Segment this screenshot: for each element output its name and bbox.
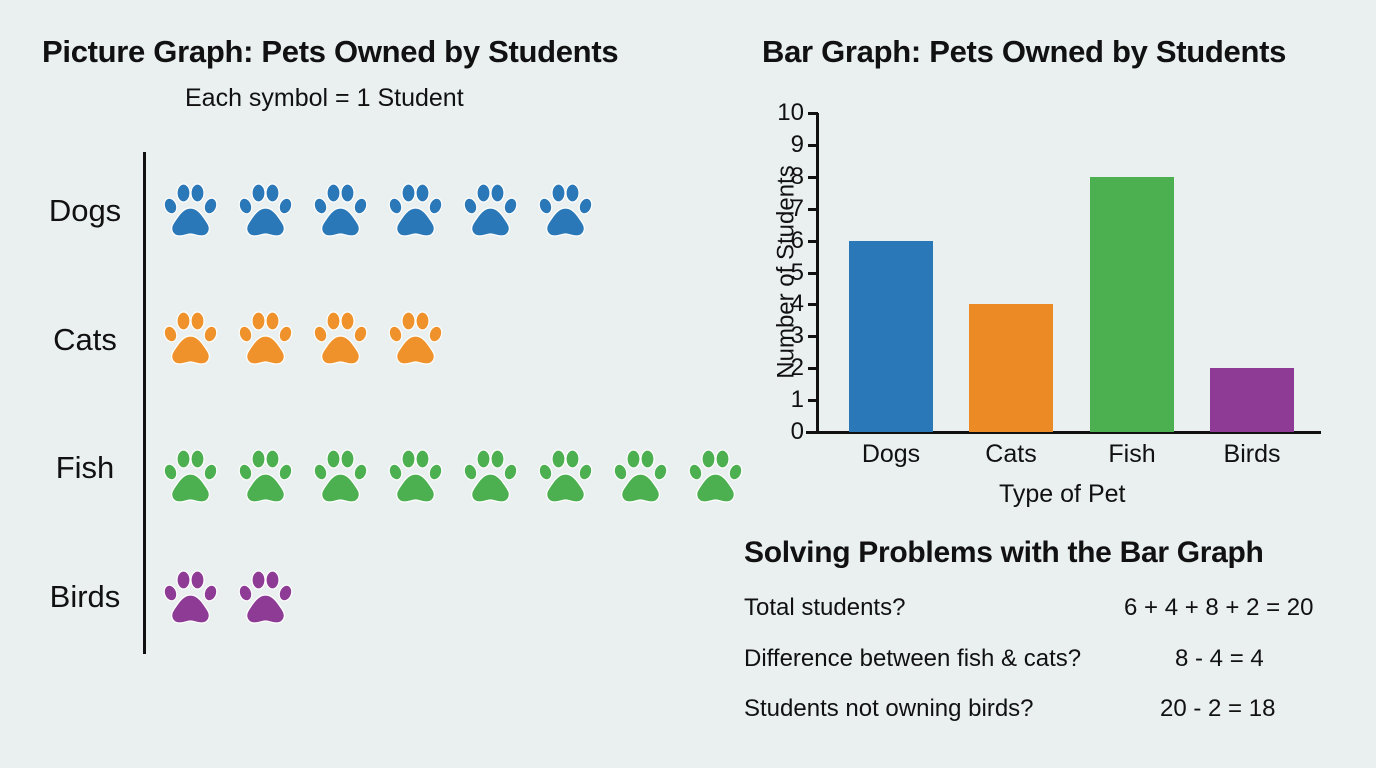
paw-print-icon [460, 447, 521, 505]
paw-print-icon [160, 447, 221, 505]
paw-print-icon [460, 181, 521, 239]
y-tick-mark [808, 143, 818, 147]
problems-title: Solving Problems with the Bar Graph [744, 536, 1264, 569]
bar-fish [1090, 176, 1174, 432]
paw-print-icon [235, 309, 296, 367]
x-axis-label: Type of Pet [999, 480, 1126, 508]
y-tick-label: 4 [790, 290, 804, 318]
problem-answer-2: 8 - 4 = 4 [1175, 645, 1264, 672]
paw-print-icon [160, 309, 221, 367]
paw-row-dogs [160, 181, 596, 239]
y-tick-mark [808, 207, 818, 211]
row-label-birds: Birds [49, 579, 121, 614]
paw-print-icon [610, 447, 671, 505]
row-label-fish: Fish [55, 450, 115, 485]
paw-row-fish [160, 447, 746, 505]
y-tick-label: 6 [790, 226, 804, 254]
y-tick-label: 5 [790, 258, 804, 286]
paw-print-icon [385, 181, 446, 239]
y-tick-label: 2 [790, 354, 804, 382]
y-tick-label: 7 [790, 194, 804, 222]
paw-print-icon [235, 181, 296, 239]
paw-print-icon [385, 447, 446, 505]
paw-print-icon [385, 309, 446, 367]
paw-row-cats [160, 309, 446, 367]
x-tick-label-dogs: Dogs [861, 440, 921, 468]
picture-graph-key: Each symbol = 1 Student [185, 84, 464, 112]
paw-row-birds [160, 568, 296, 626]
y-tick-mark [808, 303, 818, 307]
picture-graph-axis [143, 152, 146, 654]
problem-question-2: Difference between fish & cats? [744, 645, 1082, 672]
paw-print-icon [685, 447, 746, 505]
paw-print-icon [310, 447, 371, 505]
bar-birds [1210, 368, 1294, 432]
problem-answer-1: 6 + 4 + 8 + 2 = 20 [1124, 594, 1314, 621]
y-tick-mark [808, 112, 818, 115]
paw-print-icon [160, 568, 221, 626]
problem-question-1: Total students? [744, 594, 906, 621]
paw-print-icon [535, 447, 596, 505]
x-tick-label-birds: Birds [1223, 440, 1281, 468]
paw-print-icon [235, 447, 296, 505]
bar-dogs [849, 240, 933, 432]
y-tick-mark [808, 175, 818, 179]
problem-answer-3: 20 - 2 = 18 [1160, 695, 1276, 722]
bar-graph-title: Bar Graph: Pets Owned by Students [762, 34, 1287, 69]
paw-print-icon [535, 181, 596, 239]
paw-print-icon [310, 309, 371, 367]
y-tick-label: 0 [790, 418, 804, 445]
y-tick-label: 9 [790, 130, 804, 158]
y-tick-label: 3 [790, 322, 804, 350]
x-tick-label-fish: Fish [1108, 440, 1156, 468]
y-tick-mark [808, 335, 818, 339]
bar-cats [969, 304, 1053, 432]
y-tick-mark [808, 399, 818, 403]
y-tick-mark [808, 271, 818, 275]
x-axis-line [806, 431, 1321, 434]
problem-question-3: Students not owning birds? [744, 695, 1034, 722]
y-tick-label: 1 [790, 386, 804, 414]
paw-print-icon [235, 568, 296, 626]
paw-print-icon [310, 181, 371, 239]
picture-graph-title: Picture Graph: Pets Owned by Students [42, 34, 619, 69]
x-tick-label-cats: Cats [985, 440, 1037, 468]
y-tick-mark [808, 431, 818, 434]
y-tick-label: 10 [777, 99, 804, 126]
y-tick-mark [808, 239, 818, 243]
y-tick-label: 8 [790, 162, 804, 190]
row-label-dogs: Dogs [48, 193, 122, 228]
row-label-cats: Cats [53, 322, 117, 357]
y-tick-mark [808, 367, 818, 371]
paw-print-icon [160, 181, 221, 239]
